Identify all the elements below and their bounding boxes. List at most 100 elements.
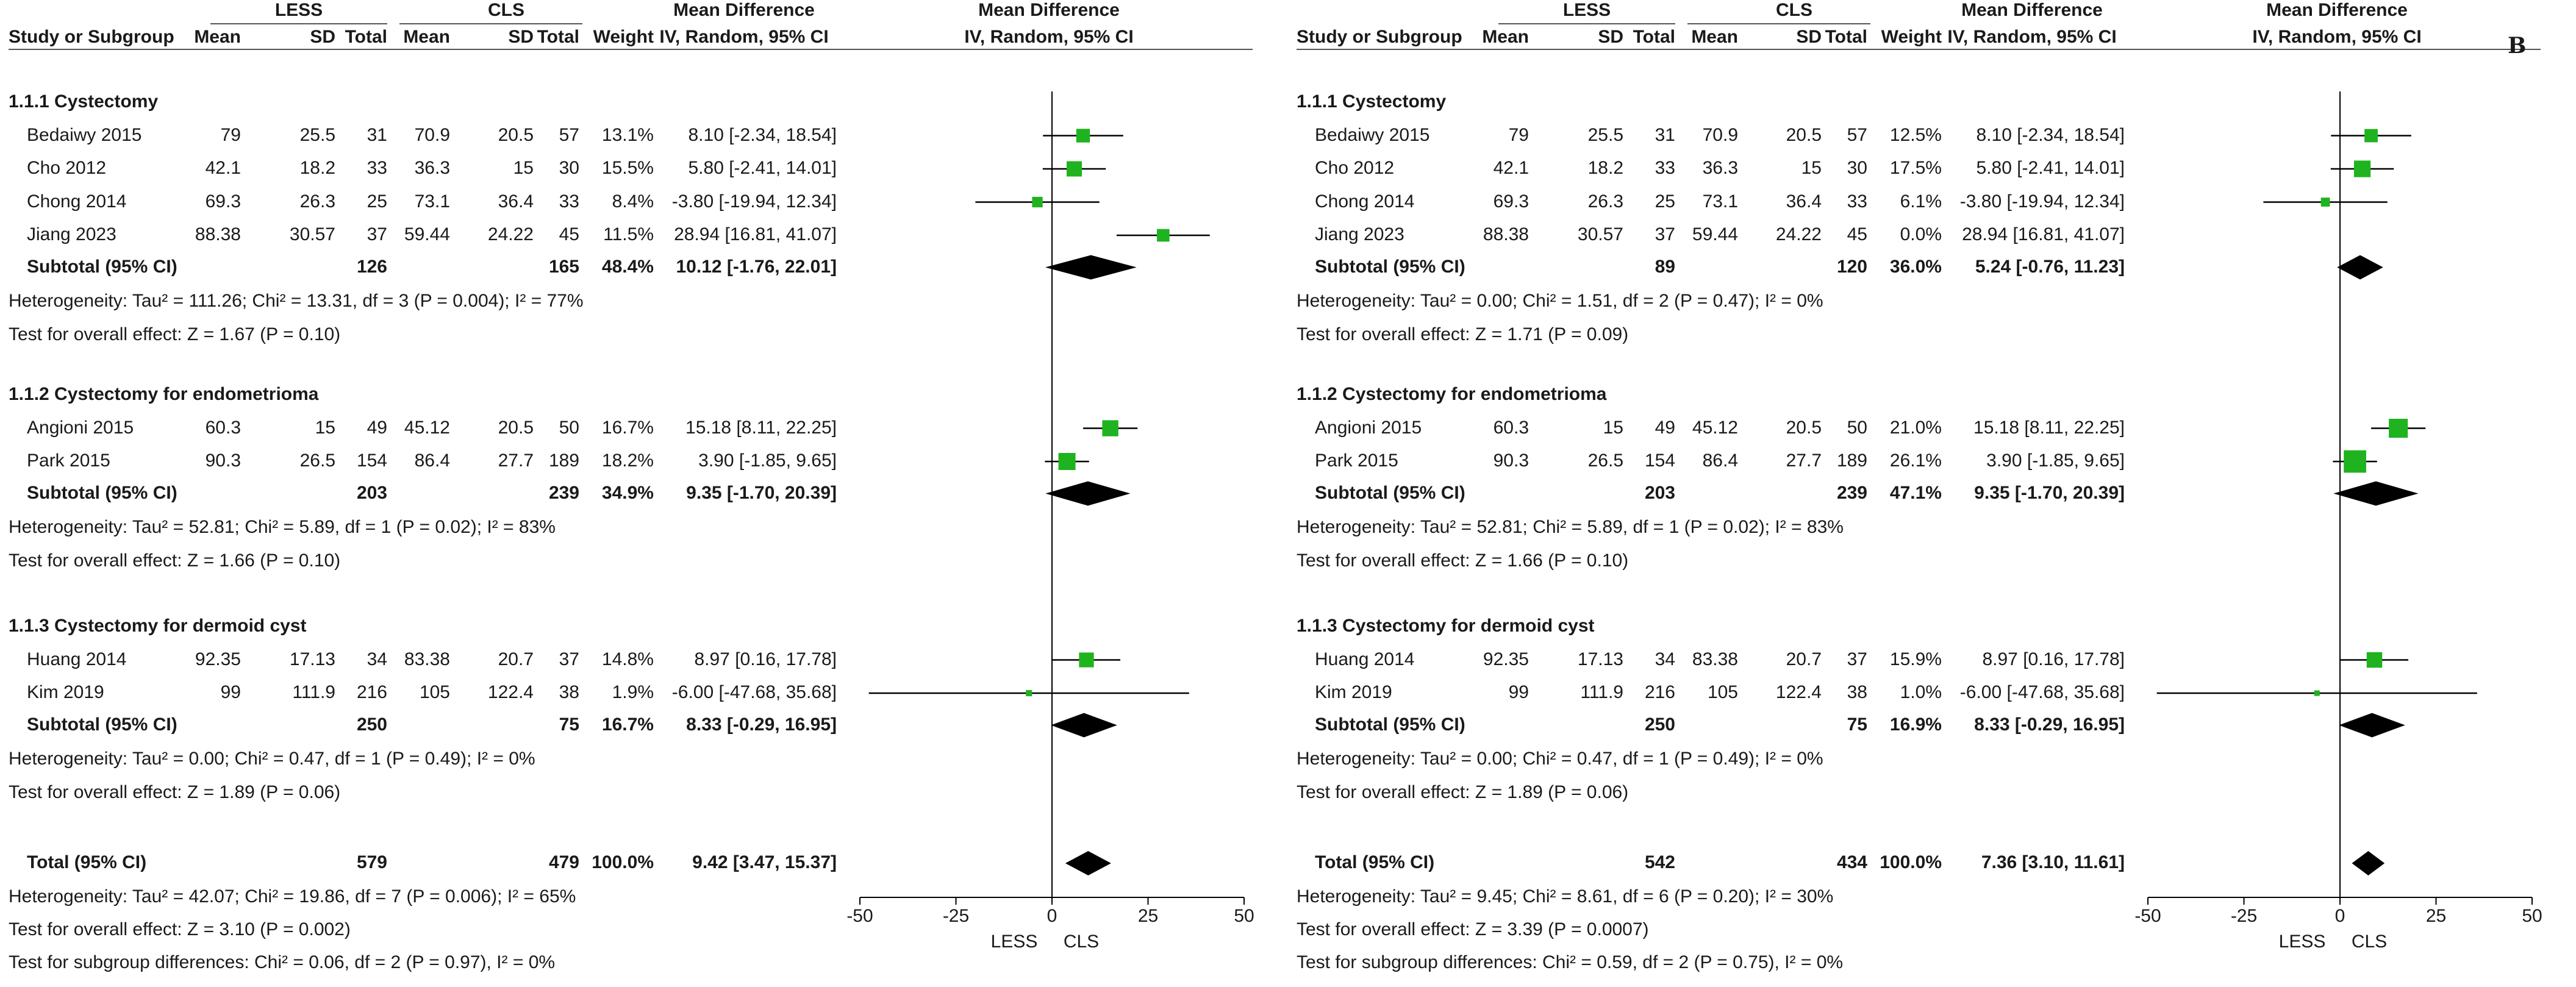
study-name: Jiang 2023 (1315, 224, 1404, 244)
ctrl-total-value: 189 (548, 451, 579, 471)
weight-value: 1.9% (612, 682, 654, 702)
exp-total-value: 216 (356, 682, 387, 702)
exp-total-value: 34 (1655, 649, 1675, 669)
favours-right-label: CLS (2351, 932, 2388, 952)
effect-method-header: IV, Random, 95% CI (659, 27, 829, 47)
subtotal-exp-total: 203 (356, 482, 387, 503)
subgroup-heterogeneity: Heterogeneity: Tau² = 0.00; Chi² = 0.47,… (1297, 749, 1823, 769)
x-axis-tick-label: 50 (2522, 906, 2542, 926)
effect-ci-value: 15.18 [8.11, 22.25] (1973, 417, 2125, 438)
total-ci: 9.42 [3.47, 15.37] (692, 852, 837, 872)
ctrl-sd-header: SD (508, 27, 534, 47)
subgroup-heterogeneity: Heterogeneity: Tau² = 0.00; Chi² = 1.51,… (1297, 291, 1823, 311)
subtotal-ctrl-total: 165 (548, 256, 579, 277)
effect-ci-value: 8.10 [-2.34, 18.54] (1976, 124, 2125, 145)
ctrl-total-value: 37 (1847, 649, 1867, 669)
effect-ci-value: 8.97 [0.16, 17.78] (694, 649, 837, 669)
effect-ci-value: 28.94 [16.81, 41.07] (674, 224, 837, 244)
effect-method-header: IV, Random, 95% CI (1947, 27, 2117, 47)
subtotal-exp-total: 250 (356, 714, 387, 735)
subtotal-diamond (1051, 713, 1117, 738)
effect-point-marker (2364, 129, 2378, 143)
exp-total-value: 34 (367, 649, 387, 669)
effect-point-marker (1067, 161, 1082, 177)
footer-statistic: Heterogeneity: Tau² = 42.07; Chi² = 19.8… (9, 886, 576, 907)
ctrl-mean-header: Mean (1691, 27, 1738, 47)
x-axis-tick-label: 25 (2425, 906, 2447, 926)
subtotal-weight: 34.9% (601, 482, 654, 503)
x-axis-tick-label: -50 (846, 906, 873, 926)
x-axis-tick-label: 25 (1137, 906, 1159, 926)
study-name: Angioni 2015 (27, 417, 134, 438)
forest-plot-canvas (2147, 91, 2533, 905)
exp-sd-value: 30.57 (289, 224, 335, 244)
study-name: Park 2015 (1315, 451, 1398, 471)
ctrl-group-header: CLS (488, 0, 524, 20)
ctrl-mean-value: 73.1 (414, 191, 450, 212)
effect-point-marker (1079, 652, 1094, 668)
subtotal-ctrl-total: 239 (1836, 482, 1867, 503)
footer-statistic: Heterogeneity: Tau² = 9.45; Chi² = 8.61,… (1297, 886, 1834, 907)
effect-ci-value: 28.94 [16.81, 41.07] (1962, 224, 2125, 244)
ctrl-sd-value: 20.5 (1786, 417, 1822, 438)
exp-sd-value: 111.9 (1580, 682, 1623, 702)
study-name: Jiang 2023 (27, 224, 116, 244)
weight-value: 14.8% (601, 649, 654, 669)
ctrl-mean-header: Mean (403, 27, 450, 47)
ctrl-sd-value: 20.5 (1786, 124, 1822, 145)
plot-column-title: Mean Difference (2266, 0, 2408, 20)
ctrl-sd-value: 27.7 (1786, 451, 1822, 471)
ctrl-total-value: 30 (1847, 158, 1867, 178)
exp-mean-value: 79 (1508, 124, 1529, 145)
study-column-header: Study or Subgroup (9, 27, 174, 47)
subtotal-ctrl-total: 120 (1836, 256, 1867, 277)
exp-sd-value: 18.2 (1587, 158, 1623, 178)
x-axis-tick-label: -50 (2134, 906, 2161, 926)
exp-group-header: LESS (1562, 0, 1611, 20)
study-name: Angioni 2015 (1315, 417, 1422, 438)
ctrl-sd-value: 24.22 (1775, 224, 1822, 244)
exp-mean-value: 92.35 (1483, 649, 1529, 669)
exp-total-value: 37 (1655, 224, 1675, 244)
exp-mean-value: 60.3 (1493, 417, 1529, 438)
effect-column-title: Mean Difference (1961, 0, 2103, 20)
subtotal-diamond (1045, 481, 1131, 506)
weight-value: 15.9% (1889, 649, 1942, 669)
favours-left-label: LESS (2278, 932, 2326, 952)
ctrl-sd-value: 27.7 (498, 451, 534, 471)
ctrl-sd-value: 15 (1801, 158, 1822, 178)
total-label: Total (95% CI) (27, 852, 147, 872)
forest-plot-canvas (859, 91, 1245, 905)
exp-total-value: 216 (1644, 682, 1675, 702)
total-diamond (2352, 851, 2385, 875)
exp-total-header: Total (345, 27, 387, 47)
exp-total-value: 25 (367, 191, 387, 212)
exp-sd-value: 25.5 (1587, 124, 1623, 145)
ctrl-sd-value: 122.4 (487, 682, 534, 702)
subgroup-overall-effect: Test for overall effect: Z = 1.71 (P = 0… (1297, 324, 1629, 344)
subtotal-diamond (1045, 255, 1137, 280)
exp-total-value: 37 (367, 224, 387, 244)
weight-value: 18.2% (601, 451, 654, 471)
effect-point-marker (1058, 452, 1076, 471)
effect-ci-value: 8.97 [0.16, 17.78] (1982, 649, 2125, 669)
subtotal-weight: 47.1% (1889, 482, 1942, 503)
subtotal-weight: 48.4% (601, 256, 654, 277)
plot-method-header: IV, Random, 95% CI (964, 27, 1134, 47)
exp-sd-value: 17.13 (289, 649, 335, 669)
total-weight: 100.0% (592, 852, 654, 872)
subtotal-label: Subtotal (95% CI) (1315, 714, 1465, 735)
subtotal-weight: 36.0% (1889, 256, 1942, 277)
effect-ci-value: 8.10 [-2.34, 18.54] (688, 124, 837, 145)
footer-statistic: Test for overall effect: Z = 3.39 (P = 0… (1297, 919, 1649, 939)
exp-sd-value: 18.2 (299, 158, 335, 178)
subtotal-ctrl-total: 75 (1847, 714, 1867, 735)
ctrl-mean-value: 45.12 (404, 417, 450, 438)
footer-statistic: Test for overall effect: Z = 3.10 (P = 0… (9, 919, 351, 939)
weight-value: 0.0% (1900, 224, 1942, 244)
study-name: Chong 2014 (27, 191, 127, 212)
subgroup-title: 1.1.2 Cystectomy for endometrioma (9, 384, 319, 404)
favours-right-label: CLS (1063, 932, 1100, 952)
weight-value: 16.7% (601, 417, 654, 438)
ctrl-sd-value: 20.7 (498, 649, 534, 669)
